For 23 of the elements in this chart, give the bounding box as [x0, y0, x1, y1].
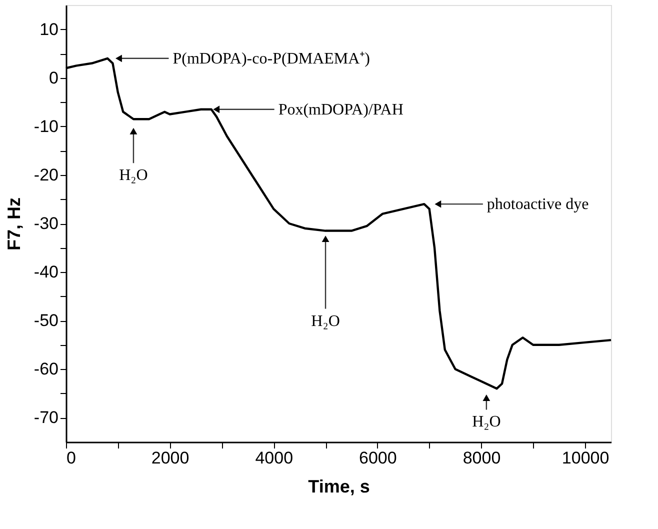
x-tick-label: 6000: [359, 448, 397, 468]
y-tick-label: 10: [40, 20, 58, 39]
y-tick-label: -60: [34, 360, 58, 379]
x-tick-label: 8000: [462, 448, 501, 468]
y-tick-label: -50: [34, 311, 58, 330]
x-axis-title: Time, s: [308, 476, 370, 496]
y-tick-label: -40: [34, 262, 58, 282]
y-tick-label: 0: [49, 68, 58, 88]
x-tick-label: 10000: [562, 448, 610, 468]
annotation: P(mDOPA)-co-P(DMAEMA⁺): [172, 50, 370, 68]
y-tick-label: -30: [34, 214, 58, 233]
y-tick-label: -20: [34, 165, 58, 184]
annotation: H₂O: [311, 312, 340, 330]
annotation: H₂O: [119, 167, 148, 184]
annotation: Pox(mDOPA)/PAH: [278, 101, 404, 118]
x-tick-label: 0: [66, 448, 76, 468]
annotation: photoactive dye: [486, 196, 589, 214]
y-axis-title: F7, Hz: [4, 197, 24, 251]
x-tick-label: 4000: [255, 448, 294, 468]
x-tick-label: 2000: [151, 448, 190, 468]
y-tick-label: -10: [34, 116, 58, 136]
y-tick-label: -70: [34, 408, 58, 428]
annotation: H₂O: [472, 414, 501, 431]
